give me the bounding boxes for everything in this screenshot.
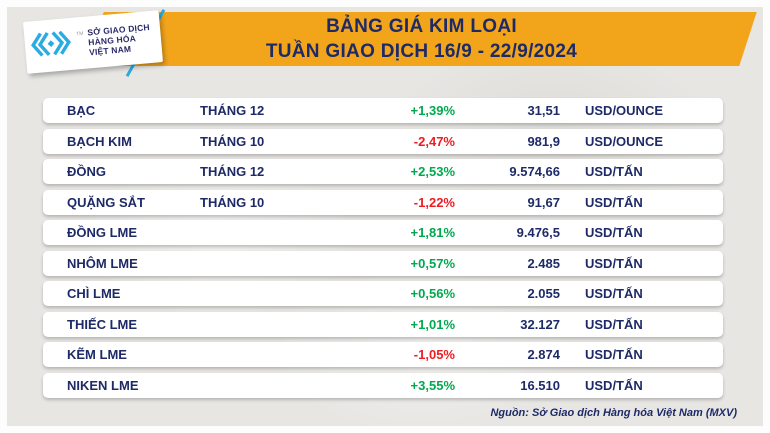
page-title-line1: BẢNG GIÁ KIM LOẠI — [326, 16, 517, 37]
metal-name: THIẾC LME — [67, 316, 138, 332]
price-value: 9.476,5 — [516, 225, 560, 240]
metal-name: CHÌ LME — [67, 286, 121, 301]
metal-name: ĐỒNG — [67, 164, 106, 179]
table-row: BẠC THÁNG 12 +1,39% 31,51 USD/OUNCE — [43, 98, 723, 123]
price-value: 16.510 — [520, 377, 560, 393]
metal-name: ĐỒNG LME — [67, 225, 138, 240]
table-row: CHÌ LME +0,56% 2.055 USD/TẤN — [43, 281, 723, 306]
price-unit: USD/TẤN — [585, 255, 643, 271]
price-unit: USD/TẤN — [585, 347, 643, 362]
mxv-logo-icon — [27, 23, 74, 68]
source-note: Nguồn: Sở Giao dịch Hàng hóa Việt Nam (M… — [490, 407, 737, 419]
change-percent: -2,47% — [413, 133, 455, 149]
price-value: 32.127 — [520, 316, 560, 332]
price-value: 91,67 — [527, 194, 560, 210]
infographic-canvas: BẢNG GIÁ KIM LOẠI TUẦN GIAO DỊCH 16/9 - … — [7, 7, 763, 426]
table-row: NHÔM LME +0,57% 2.485 USD/TẤN — [43, 250, 723, 276]
table-row: ĐỒNG LME +1,81% 9.476,5 USD/TẤN — [43, 220, 723, 245]
metal-name: BẠCH KIM — [67, 133, 132, 149]
table-row: NIKEN LME +3,55% 16.510 USD/TẤN — [43, 372, 723, 398]
price-value: 2.874 — [527, 347, 560, 362]
metal-name: QUẶNG SẮT — [67, 194, 145, 210]
contract-month: THÁNG 12 — [200, 164, 265, 179]
contract-month: THÁNG 10 — [200, 133, 265, 149]
price-unit: USD/TẤN — [585, 164, 643, 179]
table-row: KẼM LME -1,05% 2.874 USD/TẤN — [43, 342, 723, 367]
price-value: 9.574,66 — [509, 164, 560, 179]
change-percent: -1,22% — [413, 194, 455, 210]
header-banner: BẢNG GIÁ KIM LOẠI TUẦN GIAO DỊCH 16/9 - … — [86, 12, 757, 66]
table-row: QUẶNG SẮT THÁNG 10 -1,22% 91,67 USD/TẤN — [43, 189, 723, 215]
metal-name: NIKEN LME — [67, 377, 139, 393]
price-unit: USD/TẤN — [585, 377, 643, 393]
price-value: 31,51 — [527, 103, 560, 118]
logo-text: SỞ GIAO DỊCH HÀNG HÓA VIỆT NAM — [87, 22, 152, 57]
change-percent: +3,55% — [410, 377, 455, 393]
change-percent: -1,05% — [413, 347, 455, 362]
table-row: ĐỒNG THÁNG 12 +2,53% 9.574,66 USD/TẤN — [43, 159, 723, 184]
price-value: 2.485 — [527, 255, 560, 271]
mxv-logo-card: TM SỞ GIAO DỊCH HÀNG HÓA VIỆT NAM — [22, 10, 164, 74]
price-unit: USD/TẤN — [585, 194, 643, 210]
change-percent: +2,53% — [410, 164, 455, 179]
change-percent: +1,81% — [410, 225, 455, 240]
metal-name: BẠC — [67, 103, 96, 118]
metal-name: NHÔM LME — [67, 255, 138, 271]
page-title-line2: TUẦN GIAO DỊCH 16/9 - 22/9/2024 — [265, 41, 578, 62]
price-value: 2.055 — [527, 286, 560, 301]
price-unit: USD/TẤN — [585, 225, 643, 240]
metal-name: KẼM LME — [67, 347, 127, 362]
table-row: BẠCH KIM THÁNG 10 -2,47% 981,9 USD/OUNCE — [43, 128, 723, 154]
contract-month: THÁNG 12 — [200, 103, 265, 118]
price-unit: USD/OUNCE — [585, 103, 664, 118]
trademark-mark: TM — [76, 30, 84, 38]
price-value: 981,9 — [527, 133, 560, 149]
change-percent: +0,57% — [410, 255, 455, 271]
page-title: BẢNG GIÁ KIM LOẠI TUẦN GIAO DỊCH 16/9 - … — [95, 14, 748, 64]
change-percent: +1,39% — [410, 103, 455, 118]
contract-month: THÁNG 10 — [200, 194, 265, 210]
table-row: THIẾC LME +1,01% 32.127 USD/TẤN — [43, 311, 723, 337]
price-unit: USD/TẤN — [585, 286, 643, 301]
change-percent: +1,01% — [410, 316, 455, 332]
price-unit: USD/TẤN — [585, 316, 643, 332]
change-percent: +0,56% — [410, 286, 455, 301]
price-unit: USD/OUNCE — [585, 133, 664, 149]
price-table: BẠC THÁNG 12 +1,39% 31,51 USD/OUNCE BẠCH… — [43, 98, 723, 403]
